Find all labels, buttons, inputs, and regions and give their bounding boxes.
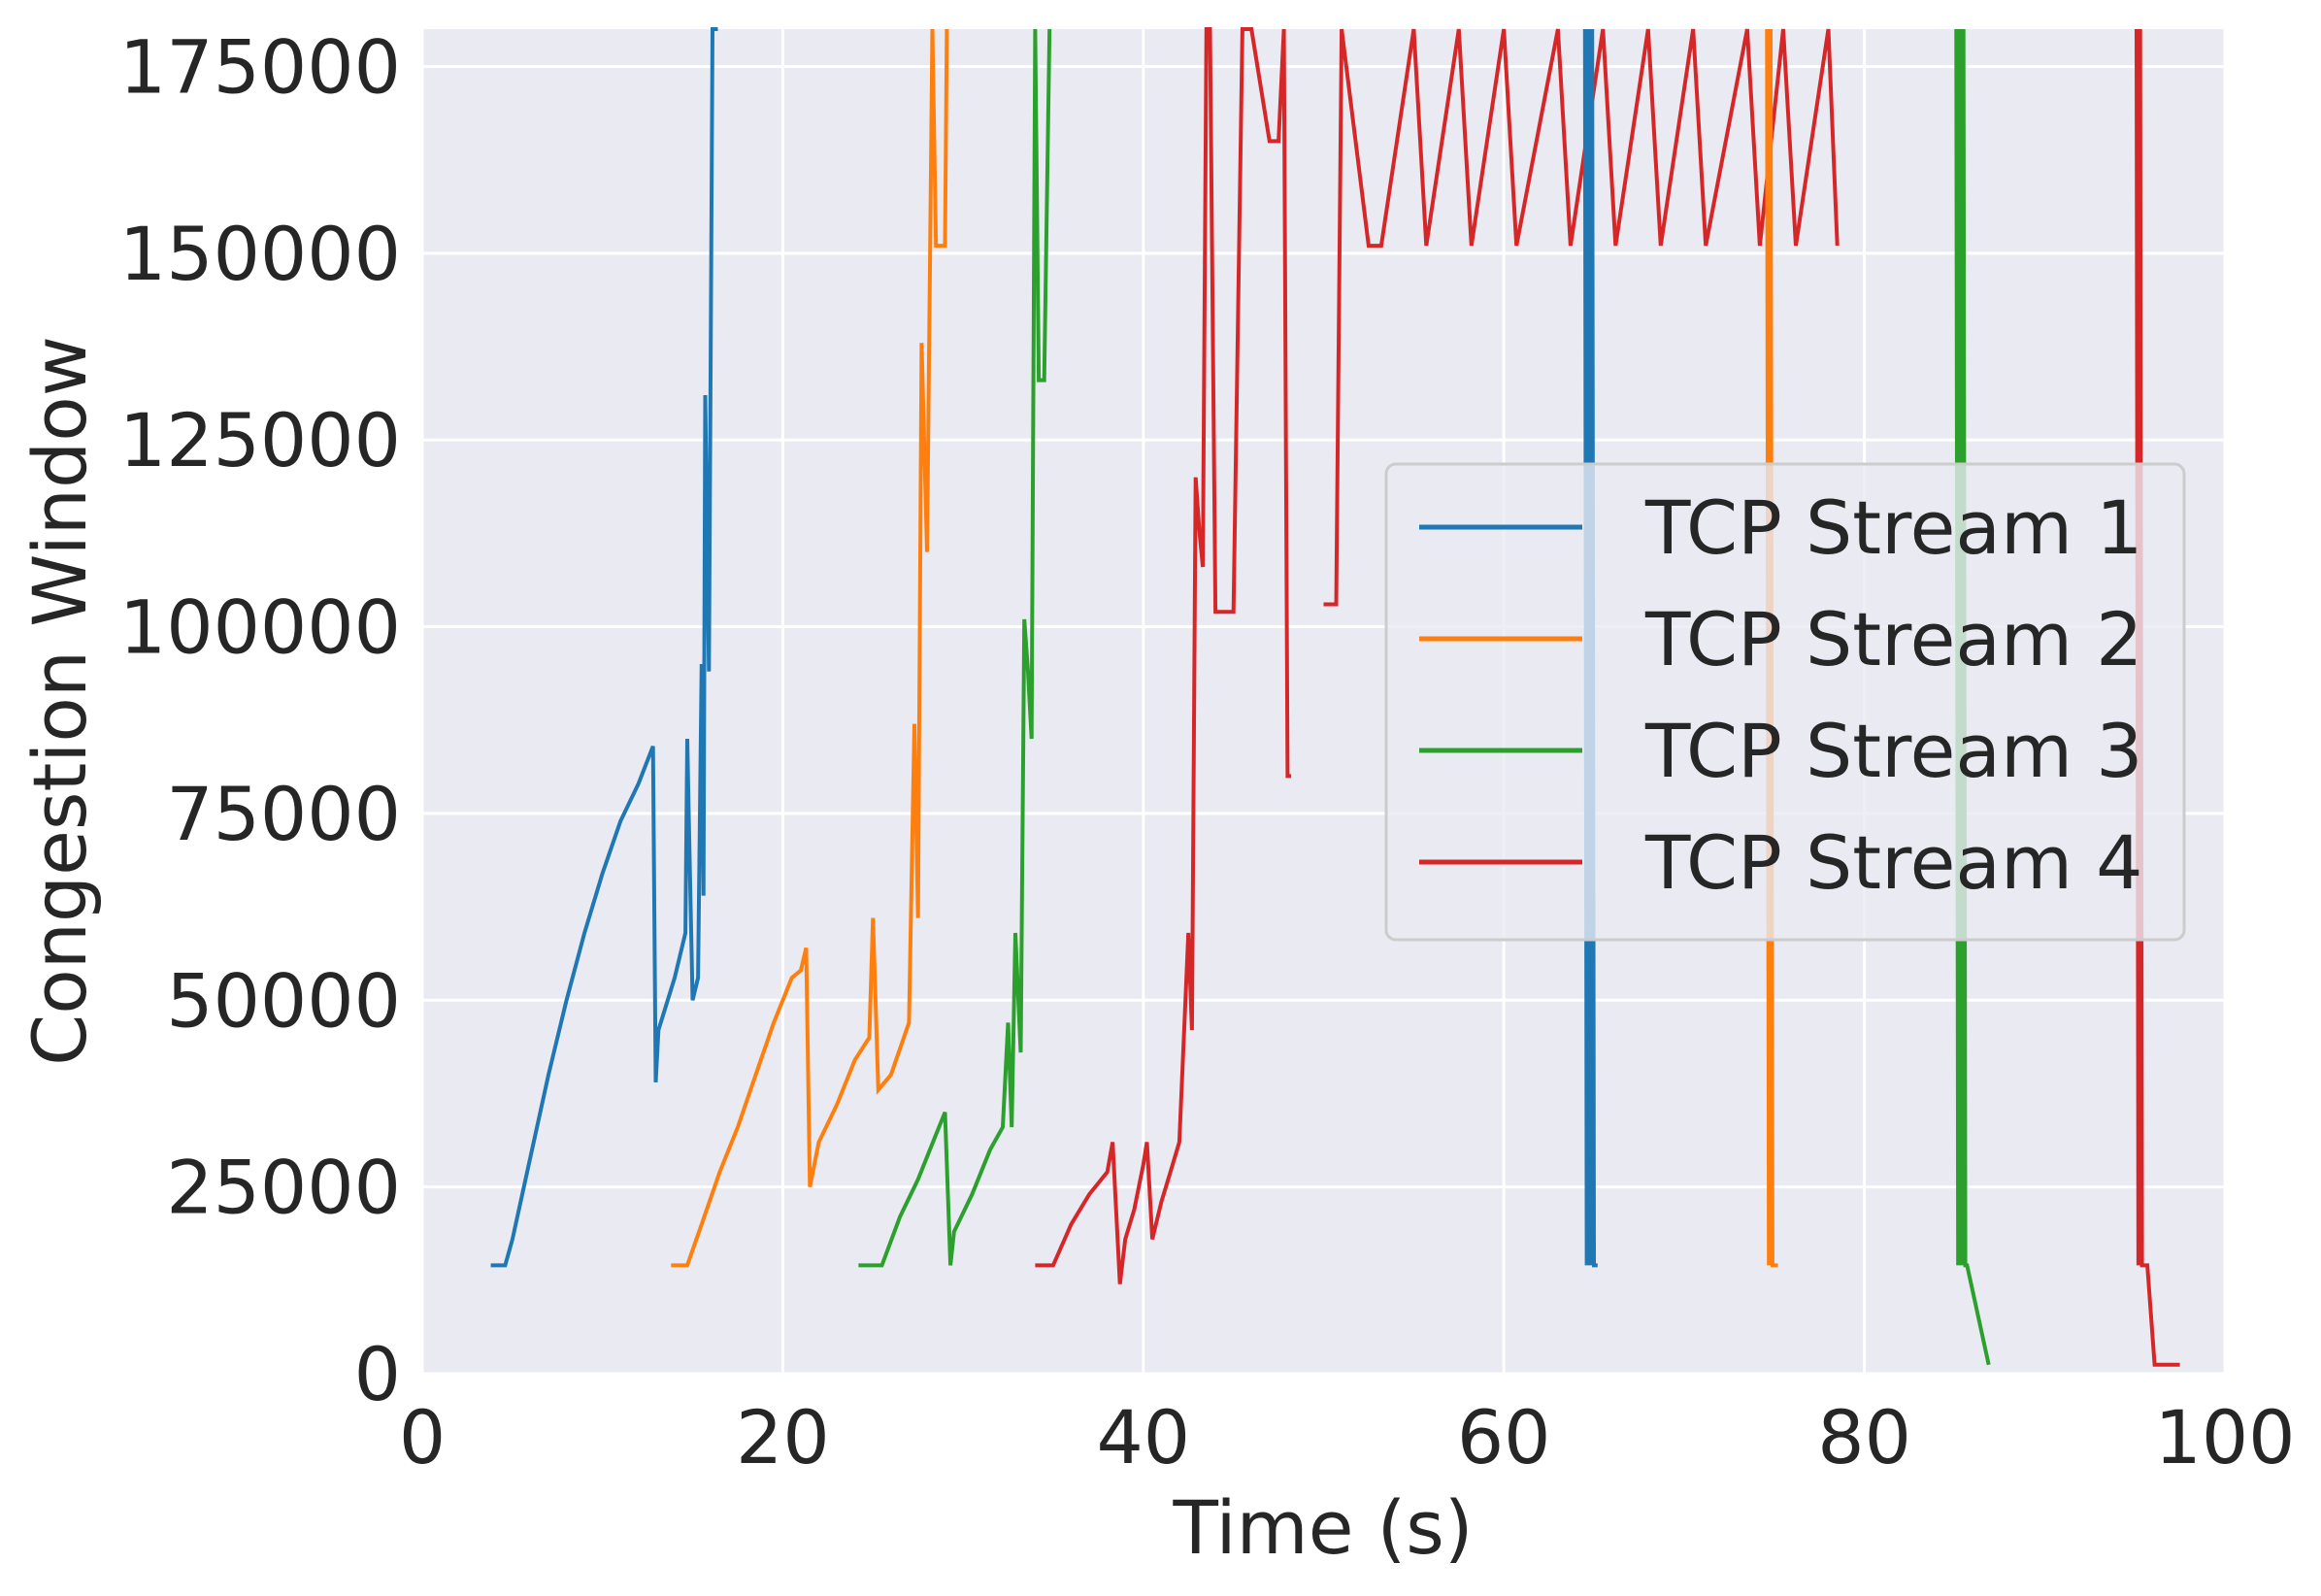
series-line-tcp-stream-4 [1323, 28, 1840, 607]
legend-label: TCP Stream 3 [1644, 708, 2143, 794]
series-line-tcp-stream-3 [858, 28, 1052, 1268]
x-tick-label: 100 [2154, 1394, 2295, 1480]
y-tick-labels: 0 25000 50000 75000 100000 125000 150000 175000 [119, 23, 401, 1417]
legend-label: TCP Stream 1 [1644, 484, 2143, 571]
series-group [490, 27, 2180, 1367]
x-tick-label: 80 [1817, 1394, 1911, 1480]
x-tick-label: 0 [399, 1394, 446, 1480]
series-line-tcp-stream-2 [671, 28, 949, 1268]
x-tick-label: 20 [736, 1394, 830, 1480]
y-tick-label: 100000 [119, 584, 401, 671]
x-tick-labels: 0 20 40 60 80 100 [399, 1394, 2296, 1480]
x-axis-label: Time (s) [1172, 1484, 1473, 1571]
y-tick-label: 25000 [166, 1145, 401, 1231]
series-line-tcp-stream-1 [490, 27, 718, 1268]
series-line-tcp-stream-1 [1582, 28, 1598, 1268]
legend-label: TCP Stream 4 [1644, 819, 2143, 906]
y-tick-label: 50000 [166, 957, 401, 1044]
y-tick-label: 150000 [119, 211, 401, 297]
x-tick-label: 60 [1457, 1394, 1551, 1480]
y-tick-label: 125000 [119, 397, 401, 483]
legend-label: TCP Stream 2 [1644, 596, 2143, 682]
y-tick-label: 75000 [166, 771, 401, 857]
y-tick-label: 0 [354, 1331, 401, 1417]
series-line-tcp-stream-4 [1035, 27, 1292, 1284]
x-tick-label: 40 [1096, 1394, 1190, 1480]
legend: TCP Stream 1 TCP Stream 2 TCP Stream 3 TCP … [1384, 462, 2186, 942]
series-line-tcp-stream-4 [2135, 28, 2180, 1367]
legend-box [1384, 462, 2186, 942]
y-tick-label: 175000 [119, 23, 401, 110]
y-axis-label: Congestion Window [17, 336, 103, 1066]
